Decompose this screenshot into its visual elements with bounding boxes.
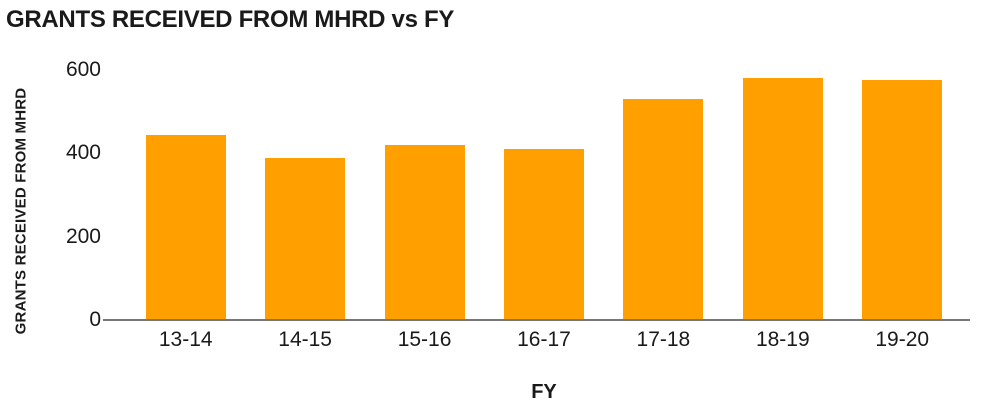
bar bbox=[623, 99, 704, 320]
x-tick-label: 19-20 bbox=[875, 328, 930, 351]
x-tick-label: 14-15 bbox=[278, 328, 332, 351]
plot-area bbox=[126, 70, 962, 320]
bar bbox=[862, 80, 943, 320]
x-tick-label: 17-18 bbox=[636, 328, 691, 351]
x-axis-tick-labels: 13-14 14-15 15-16 16-17 17-18 18-19 19-20 bbox=[126, 329, 962, 351]
chart-title: GRANTS RECEIVED FROM MHRD vs FY bbox=[6, 6, 455, 33]
bar-slot bbox=[484, 70, 603, 320]
bar bbox=[503, 149, 584, 320]
x-tick-label: 18-19 bbox=[755, 328, 810, 351]
x-axis-line bbox=[103, 318, 970, 321]
bar-slot bbox=[126, 70, 245, 320]
x-tick-label: 13-14 bbox=[158, 328, 213, 351]
x-axis-title: FY bbox=[531, 381, 557, 403]
x-tick-label: 15-16 bbox=[397, 328, 452, 351]
y-tick-label: 200 bbox=[65, 224, 101, 248]
bar-slot bbox=[843, 70, 962, 320]
bar-slot bbox=[245, 70, 364, 320]
bar bbox=[265, 157, 346, 320]
bar bbox=[384, 145, 465, 320]
y-tick-label: 600 bbox=[65, 58, 101, 81]
y-tick-label: 400 bbox=[65, 141, 101, 165]
bar bbox=[145, 134, 226, 320]
bar-slot bbox=[723, 70, 842, 320]
y-axis-title: GRANTS RECEIVED FROM MHRD bbox=[12, 87, 30, 335]
bar bbox=[742, 78, 823, 320]
bar-slot bbox=[365, 70, 484, 320]
bar-slot bbox=[604, 70, 723, 320]
x-tick-label: 16-17 bbox=[517, 328, 571, 351]
y-tick-label: 0 bbox=[89, 308, 101, 331]
